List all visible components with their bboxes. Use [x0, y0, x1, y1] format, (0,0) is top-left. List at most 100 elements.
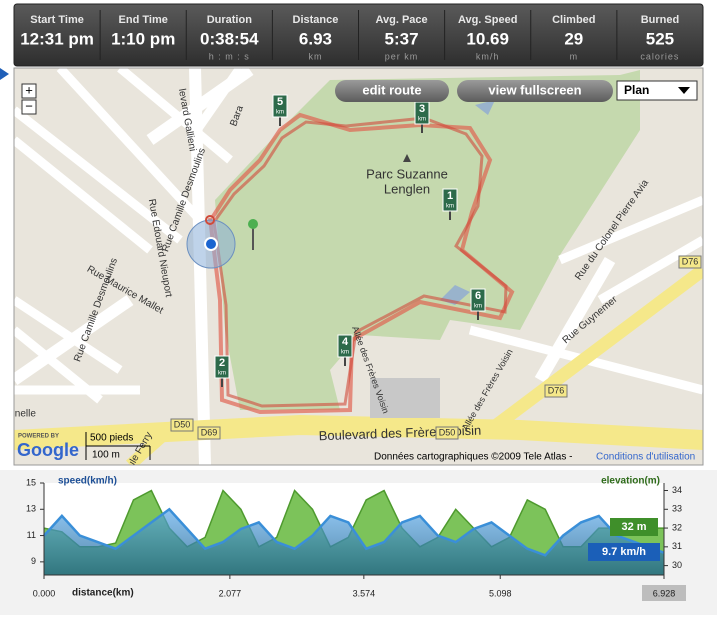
stat-label: Climbed	[552, 14, 595, 26]
stat-value: 29	[564, 29, 583, 48]
km-marker	[337, 334, 353, 358]
km-marker	[470, 288, 486, 312]
y-axis-title: speed(km/h)	[58, 476, 117, 487]
end-value-box	[588, 543, 660, 561]
stat-value: 5:37	[385, 29, 419, 48]
stat-unit: m	[570, 51, 579, 61]
speed-line	[43, 507, 665, 557]
y2-tick-label: 31	[672, 541, 682, 551]
side-arrow	[0, 68, 9, 80]
y-tick-label: 11	[27, 530, 36, 540]
stat-label: End Time	[119, 14, 168, 26]
y2-axis-title: elevation(m)	[601, 476, 660, 487]
x-tick-label: 2.077	[219, 588, 242, 598]
street-label: Grenelle	[0, 409, 36, 420]
edit-route-button-label[interactable]: edit route	[362, 82, 421, 97]
road-badge	[544, 384, 568, 398]
x-tick-label: 0.000	[33, 588, 56, 598]
stat-value: 6.93	[299, 29, 332, 48]
y2-tick-label: 30	[672, 560, 682, 570]
scale-imperial: 500 pieds	[90, 433, 133, 444]
stat-label: Avg. Speed	[458, 14, 518, 26]
y-tick-label: 13	[26, 504, 36, 514]
km-unit: km	[218, 371, 226, 377]
stat-unit: per km	[385, 51, 419, 61]
fullscreen-button-label[interactable]: view fullscreen	[488, 82, 581, 97]
road-number: D50	[174, 419, 191, 429]
x-tick-label: 6.928	[653, 588, 676, 598]
km-number: 1	[447, 190, 453, 202]
boulevard	[14, 414, 703, 450]
stat-label: Duration	[207, 14, 253, 26]
stat-label: Avg. Pace	[375, 14, 427, 26]
area-fill	[44, 509, 664, 575]
km-unit: km	[474, 304, 482, 310]
road-number: D76	[682, 256, 699, 266]
stat-label: Burned	[641, 14, 680, 26]
km-marker	[272, 94, 288, 118]
stat-value: 0:38:54	[200, 29, 259, 48]
map-type-select[interactable]	[616, 80, 698, 101]
major-streets	[14, 68, 616, 465]
km-unit: km	[276, 110, 284, 116]
stat-unit: km/h	[476, 51, 500, 61]
copyright: Données cartographiques ©2009 Tele Atlas…	[374, 452, 572, 463]
stat-value: 525	[646, 29, 674, 48]
route	[208, 112, 515, 415]
y-tick-label: 9	[31, 556, 36, 566]
road-number: D69	[201, 427, 218, 437]
y2-tick-label: 33	[672, 504, 682, 514]
x-tick-label: 3.574	[353, 588, 376, 598]
km-number: 5	[277, 96, 283, 108]
park-label: Parc Suzanne	[366, 166, 448, 181]
fullscreen-button[interactable]	[457, 80, 613, 102]
ferry-road	[126, 420, 179, 465]
km-marker	[442, 188, 458, 212]
scale-bar	[85, 432, 151, 460]
stat-value: 10.69	[466, 29, 509, 48]
end-value-box	[610, 518, 658, 536]
map-type-label[interactable]: Plan	[624, 83, 649, 97]
building	[370, 378, 440, 418]
park-label: Lenglen	[384, 181, 430, 196]
km-number: 3	[419, 103, 425, 115]
end-value-label: 32 m	[621, 521, 646, 533]
x-axis-title: distance(km)	[72, 588, 134, 599]
km-number: 6	[475, 290, 481, 302]
google-logo: Google	[17, 440, 79, 460]
zoom-out-label[interactable]: −	[25, 98, 33, 113]
km-number: 4	[342, 336, 349, 348]
road-badge	[197, 426, 221, 440]
d76-road	[486, 264, 703, 436]
road-number: D76	[548, 385, 565, 395]
km-unit: km	[341, 350, 349, 356]
zoom-out[interactable]	[21, 99, 37, 115]
road-badge	[435, 426, 459, 440]
terms-link[interactable]: Conditions d'utilisation	[596, 452, 695, 463]
start-pin	[248, 219, 258, 229]
x-cursor-box	[642, 585, 686, 601]
stat-value: 1:10 pm	[111, 29, 175, 48]
y2-tick-label: 32	[672, 522, 682, 532]
end-value-label: 9.7 km/h	[602, 546, 646, 558]
scale-metric: 100 m	[92, 450, 120, 461]
stat-unit: calories	[640, 51, 679, 61]
zoom-in[interactable]	[21, 83, 37, 99]
y-tick-label: 15	[26, 477, 36, 487]
x-tick-label: 5.098	[489, 588, 512, 598]
position-dot	[204, 237, 218, 251]
road-number: D50	[439, 427, 456, 437]
km-marker	[214, 355, 230, 379]
stat-value: 12:31 pm	[20, 29, 94, 48]
stat-unit: km	[308, 51, 322, 61]
zoom-in-label[interactable]: +	[25, 82, 33, 97]
park-icon	[403, 154, 411, 162]
edit-route-button[interactable]	[335, 80, 449, 102]
select-arrow	[678, 87, 690, 94]
stat-label: Start Time	[30, 14, 84, 26]
end-marker	[205, 215, 215, 225]
road-badge	[678, 255, 702, 269]
y2-tick-label: 34	[672, 485, 682, 495]
stat-label: Distance	[293, 14, 339, 26]
